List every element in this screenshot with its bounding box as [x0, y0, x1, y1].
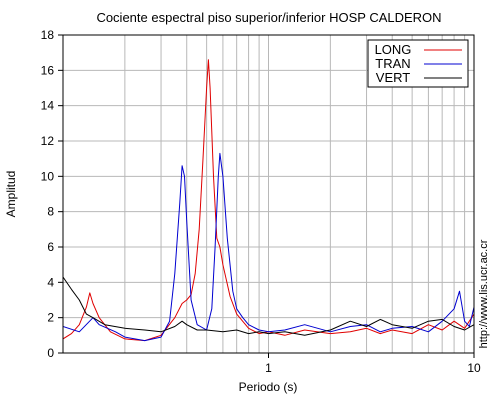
chart-title: Cociente espectral piso superior/inferio… — [96, 10, 441, 25]
y-tick-label: 8 — [47, 205, 54, 219]
y-tick-label: 14 — [41, 99, 55, 113]
y-axis-label: Amplitud — [4, 171, 18, 218]
legend-label-tran: TRAN — [375, 56, 410, 71]
legend-label-long: LONG — [375, 42, 412, 57]
y-tick-label: 10 — [41, 169, 55, 183]
x-tick-label: 1 — [265, 361, 272, 375]
series-lines — [63, 59, 474, 342]
x-axis-label: Periodo (s) — [239, 380, 298, 394]
axis-ticks: 0 2 4 6 8 10 12 14 16 18 1 10 — [41, 28, 481, 375]
legend-label-vert: VERT — [376, 70, 410, 85]
y-tick-label: 2 — [47, 311, 54, 325]
y-tick-label: 6 — [47, 240, 54, 254]
y-tick-label: 18 — [41, 28, 55, 42]
credit-url: http://www.lis.ucr.ac.cr — [478, 239, 490, 348]
x-tick-label: 10 — [467, 361, 481, 375]
y-tick-label: 16 — [41, 63, 55, 77]
series-line-vert — [63, 276, 474, 336]
y-tick-label: 12 — [41, 134, 55, 148]
y-tick-label: 4 — [47, 275, 54, 289]
series-line-long — [63, 59, 474, 342]
y-tick-label: 0 — [47, 346, 54, 360]
series-line-tran — [63, 152, 474, 342]
grid — [63, 35, 474, 353]
